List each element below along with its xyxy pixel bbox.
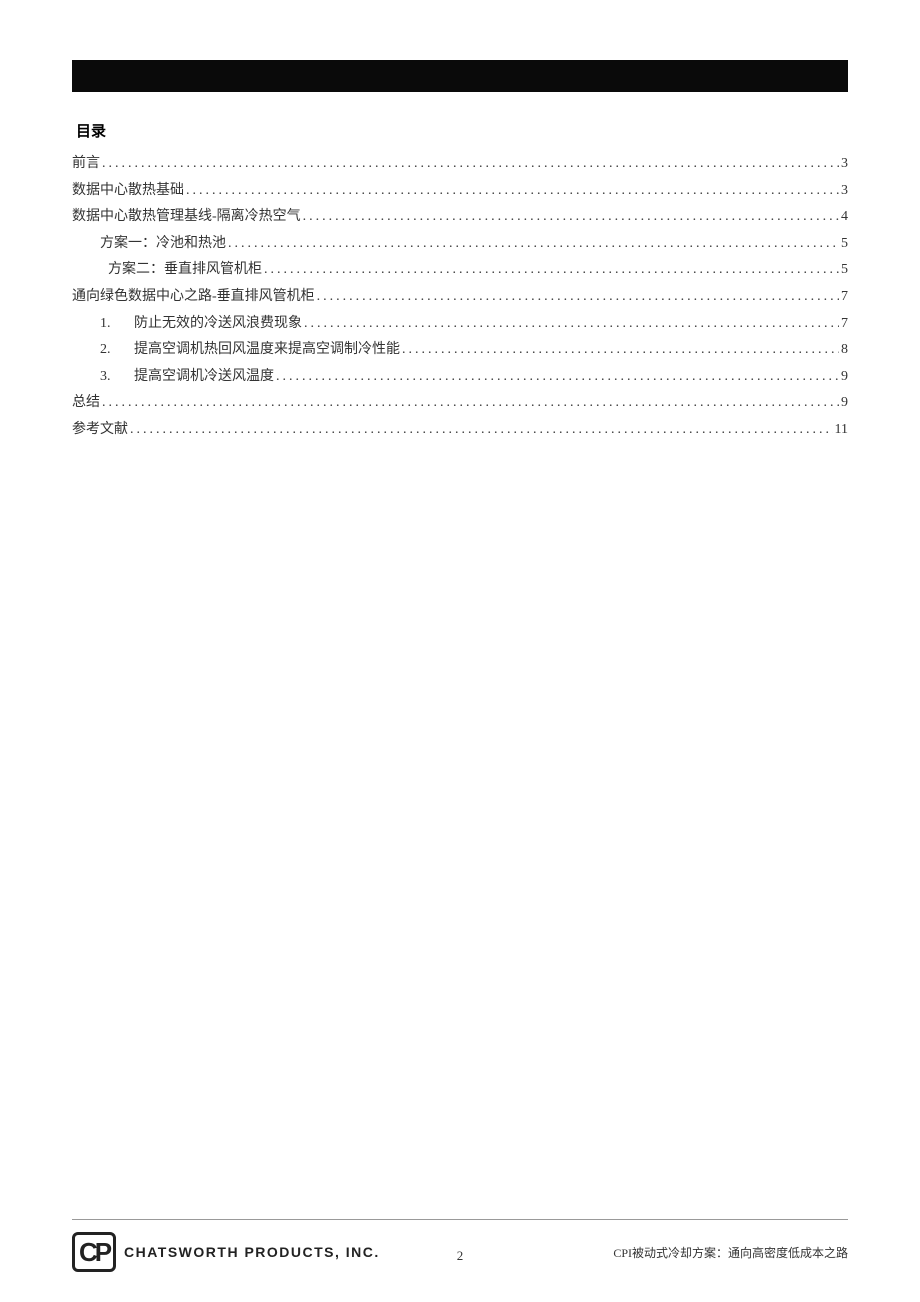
footer-left: CP CHATSWORTH PRODUCTS, INC.	[72, 1232, 380, 1272]
toc-entry-page: 9	[839, 364, 848, 391]
toc-dots	[262, 257, 839, 284]
toc-entry[interactable]: 数据中心散热基础 3	[72, 178, 848, 205]
toc-entry-number: 1.	[100, 311, 116, 338]
logo-text: CP	[79, 1239, 109, 1265]
page-container: 目录 前言3数据中心散热基础3数据中心散热管理基线-隔离冷热空气4方案一：冷池和…	[0, 0, 920, 1302]
toc-entry-number: 3.	[100, 364, 116, 391]
footer: CP CHATSWORTH PRODUCTS, INC. CPI被动式冷却方案：…	[72, 1219, 848, 1272]
toc-entry-label: 总结	[72, 390, 100, 417]
toc-entry-label: 提高空调机热回风温度来提高空调制冷性能	[134, 337, 400, 364]
logo-icon: CP	[72, 1232, 116, 1272]
toc-dots	[400, 337, 839, 364]
toc-entry-label: 防止无效的冷送风浪费现象	[134, 311, 302, 338]
toc-dots	[315, 284, 839, 311]
toc-dots	[274, 364, 839, 391]
toc-dots	[301, 204, 839, 231]
toc-entry-page: 7	[839, 311, 848, 338]
footer-divider	[72, 1219, 848, 1220]
toc-entry[interactable]: 2. 提高空调机热回风温度来提高空调制冷性能 8	[72, 337, 848, 364]
toc-title: 目录	[76, 120, 848, 141]
toc-entry[interactable]: 通向绿色数据中心之路-垂直排风管机柜 7	[72, 284, 848, 311]
header-bar	[72, 60, 848, 92]
toc-entry-label: 通向绿色数据中心之路-垂直排风管机柜	[72, 284, 315, 311]
toc-entry[interactable]: 3. 提高空调机冷送风温度 9	[72, 364, 848, 391]
toc-entry-label: 提高空调机冷送风温度	[134, 364, 274, 391]
toc-entry[interactable]: 方案一：冷池和热池 5	[72, 231, 848, 258]
toc-entry-label: 参考文献	[72, 417, 128, 444]
toc-entry-page: 5	[839, 231, 848, 258]
company-name: CHATSWORTH PRODUCTS, INC.	[124, 1244, 380, 1260]
toc-dots	[100, 151, 839, 178]
toc-entry[interactable]: 方案二：垂直排风管机柜 5	[72, 257, 848, 284]
toc-entry-label: 前言	[72, 151, 100, 178]
toc-entry-label: 方案一：冷池和热池	[100, 231, 226, 258]
toc-entry-page: 4	[839, 204, 848, 231]
toc-entry-label: 方案二：垂直排风管机柜	[108, 257, 262, 284]
toc-dots	[184, 178, 839, 205]
toc-entry-page: 11	[833, 417, 848, 444]
toc-entry[interactable]: 1. 防止无效的冷送风浪费现象 7	[72, 311, 848, 338]
footer-doc-title: CPI被动式冷却方案：通向高密度低成本之路	[613, 1244, 848, 1261]
page-number: 2	[457, 1248, 464, 1264]
toc-entry-label: 数据中心散热管理基线-隔离冷热空气	[72, 204, 301, 231]
toc-entry-page: 5	[839, 257, 848, 284]
toc-entry[interactable]: 前言 3	[72, 151, 848, 178]
toc-entry-page: 7	[839, 284, 848, 311]
toc-entry[interactable]: 数据中心散热管理基线-隔离冷热空气 4	[72, 204, 848, 231]
toc-entry-label: 数据中心散热基础	[72, 178, 184, 205]
toc-dots	[302, 311, 839, 338]
toc-dots	[128, 417, 833, 444]
toc-list: 前言 3 数据中心散热基础 3 数据中心散热管理基线-隔离冷热空气 4 方案一：冷池和热池 5…	[72, 151, 848, 444]
toc-entry-page: 3	[839, 178, 848, 205]
toc-entry-number: 2.	[100, 337, 116, 364]
toc-entry-page: 9	[839, 390, 848, 417]
toc-entry[interactable]: 总结 9	[72, 390, 848, 417]
toc-entry[interactable]: 参考文献 11	[72, 417, 848, 444]
toc-dots	[226, 231, 839, 258]
toc-entry-page: 3	[839, 151, 848, 178]
toc-dots	[100, 390, 839, 417]
toc-entry-page: 8	[839, 337, 848, 364]
